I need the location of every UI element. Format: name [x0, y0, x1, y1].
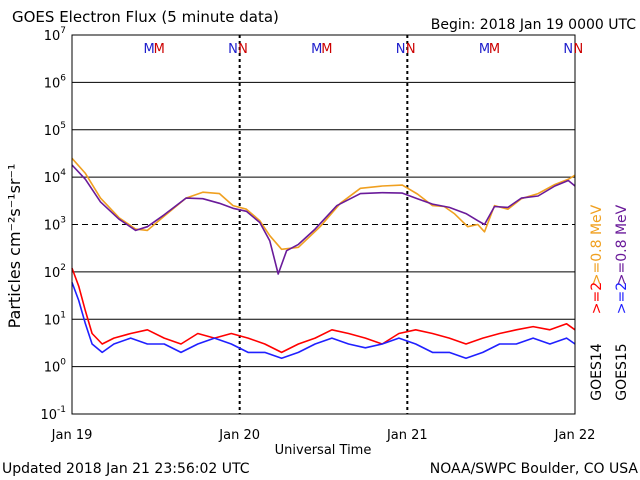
- legend-entry: GOES15: [614, 343, 630, 400]
- y-tick-label: 103: [44, 216, 66, 234]
- begin-label: Begin: 2018 Jan 19 0000 UTC: [431, 17, 636, 33]
- updated-timestamp: Updated 2018 Jan 21 23:56:02 UTC: [2, 461, 250, 477]
- x-tick-label: Jan 19: [51, 428, 93, 443]
- marker-m: M: [479, 42, 490, 57]
- marker-m: M: [144, 42, 155, 57]
- y-tick-label: 105: [44, 121, 66, 139]
- y-axis-label: Particles cm⁻²s⁻¹sr⁻¹: [5, 164, 24, 329]
- x-axis-label: Universal Time: [275, 443, 372, 458]
- y-tick-label: 102: [44, 263, 66, 281]
- event-markers: MM N N MM N N MM N N: [144, 42, 584, 57]
- x-tick-label: Jan 22: [554, 428, 596, 443]
- x-tick-labels: Jan 19 Jan 20 Jan 21 Jan 22: [51, 428, 596, 443]
- series-line-goes14-2: [71, 267, 576, 354]
- marker-n: N: [396, 42, 406, 57]
- y-tick-label: 100: [44, 358, 67, 376]
- marker-n: N: [563, 42, 573, 57]
- marker-n: N: [573, 42, 583, 57]
- y-tick-label: 10-1: [40, 405, 66, 423]
- y-tick-label: 104: [44, 168, 67, 186]
- legend-entry: >=2: [614, 282, 630, 314]
- marker-n: N: [228, 42, 238, 57]
- plot-frame: [71, 34, 576, 415]
- marker-n: N: [238, 42, 248, 57]
- y-tick-label: 107: [44, 26, 66, 44]
- grid-lines: [72, 34, 575, 415]
- series-line-goes14-0-8-mev: [71, 157, 576, 251]
- series-layer: [71, 157, 576, 360]
- marker-m: M: [321, 42, 332, 57]
- source-credit: NOAA/SWPC Boulder, CO USA: [430, 461, 639, 477]
- y-tick-label: 106: [44, 73, 67, 91]
- chart-title: GOES Electron Flux (5 minute data): [12, 8, 279, 26]
- legend-entry: >=2: [589, 282, 605, 314]
- x-tick-label: Jan 20: [218, 428, 260, 443]
- marker-m: M: [154, 42, 165, 57]
- x-tick-label: Jan 21: [386, 428, 428, 443]
- series-line-goes15-2: [71, 282, 576, 360]
- series-line-goes15-0-8-mev: [71, 164, 576, 275]
- legend-entry: GOES14: [589, 343, 605, 401]
- y-tick-labels: 10-1 100 101 102 103 104 105 106 107: [40, 26, 66, 423]
- marker-n: N: [406, 42, 416, 57]
- legend-entry: >=0.8 MeV: [589, 204, 605, 285]
- marker-m: M: [311, 42, 322, 57]
- marker-m: M: [489, 42, 500, 57]
- y-tick-label: 101: [44, 310, 66, 328]
- legend-entry: >=0.8 MeV: [614, 204, 630, 285]
